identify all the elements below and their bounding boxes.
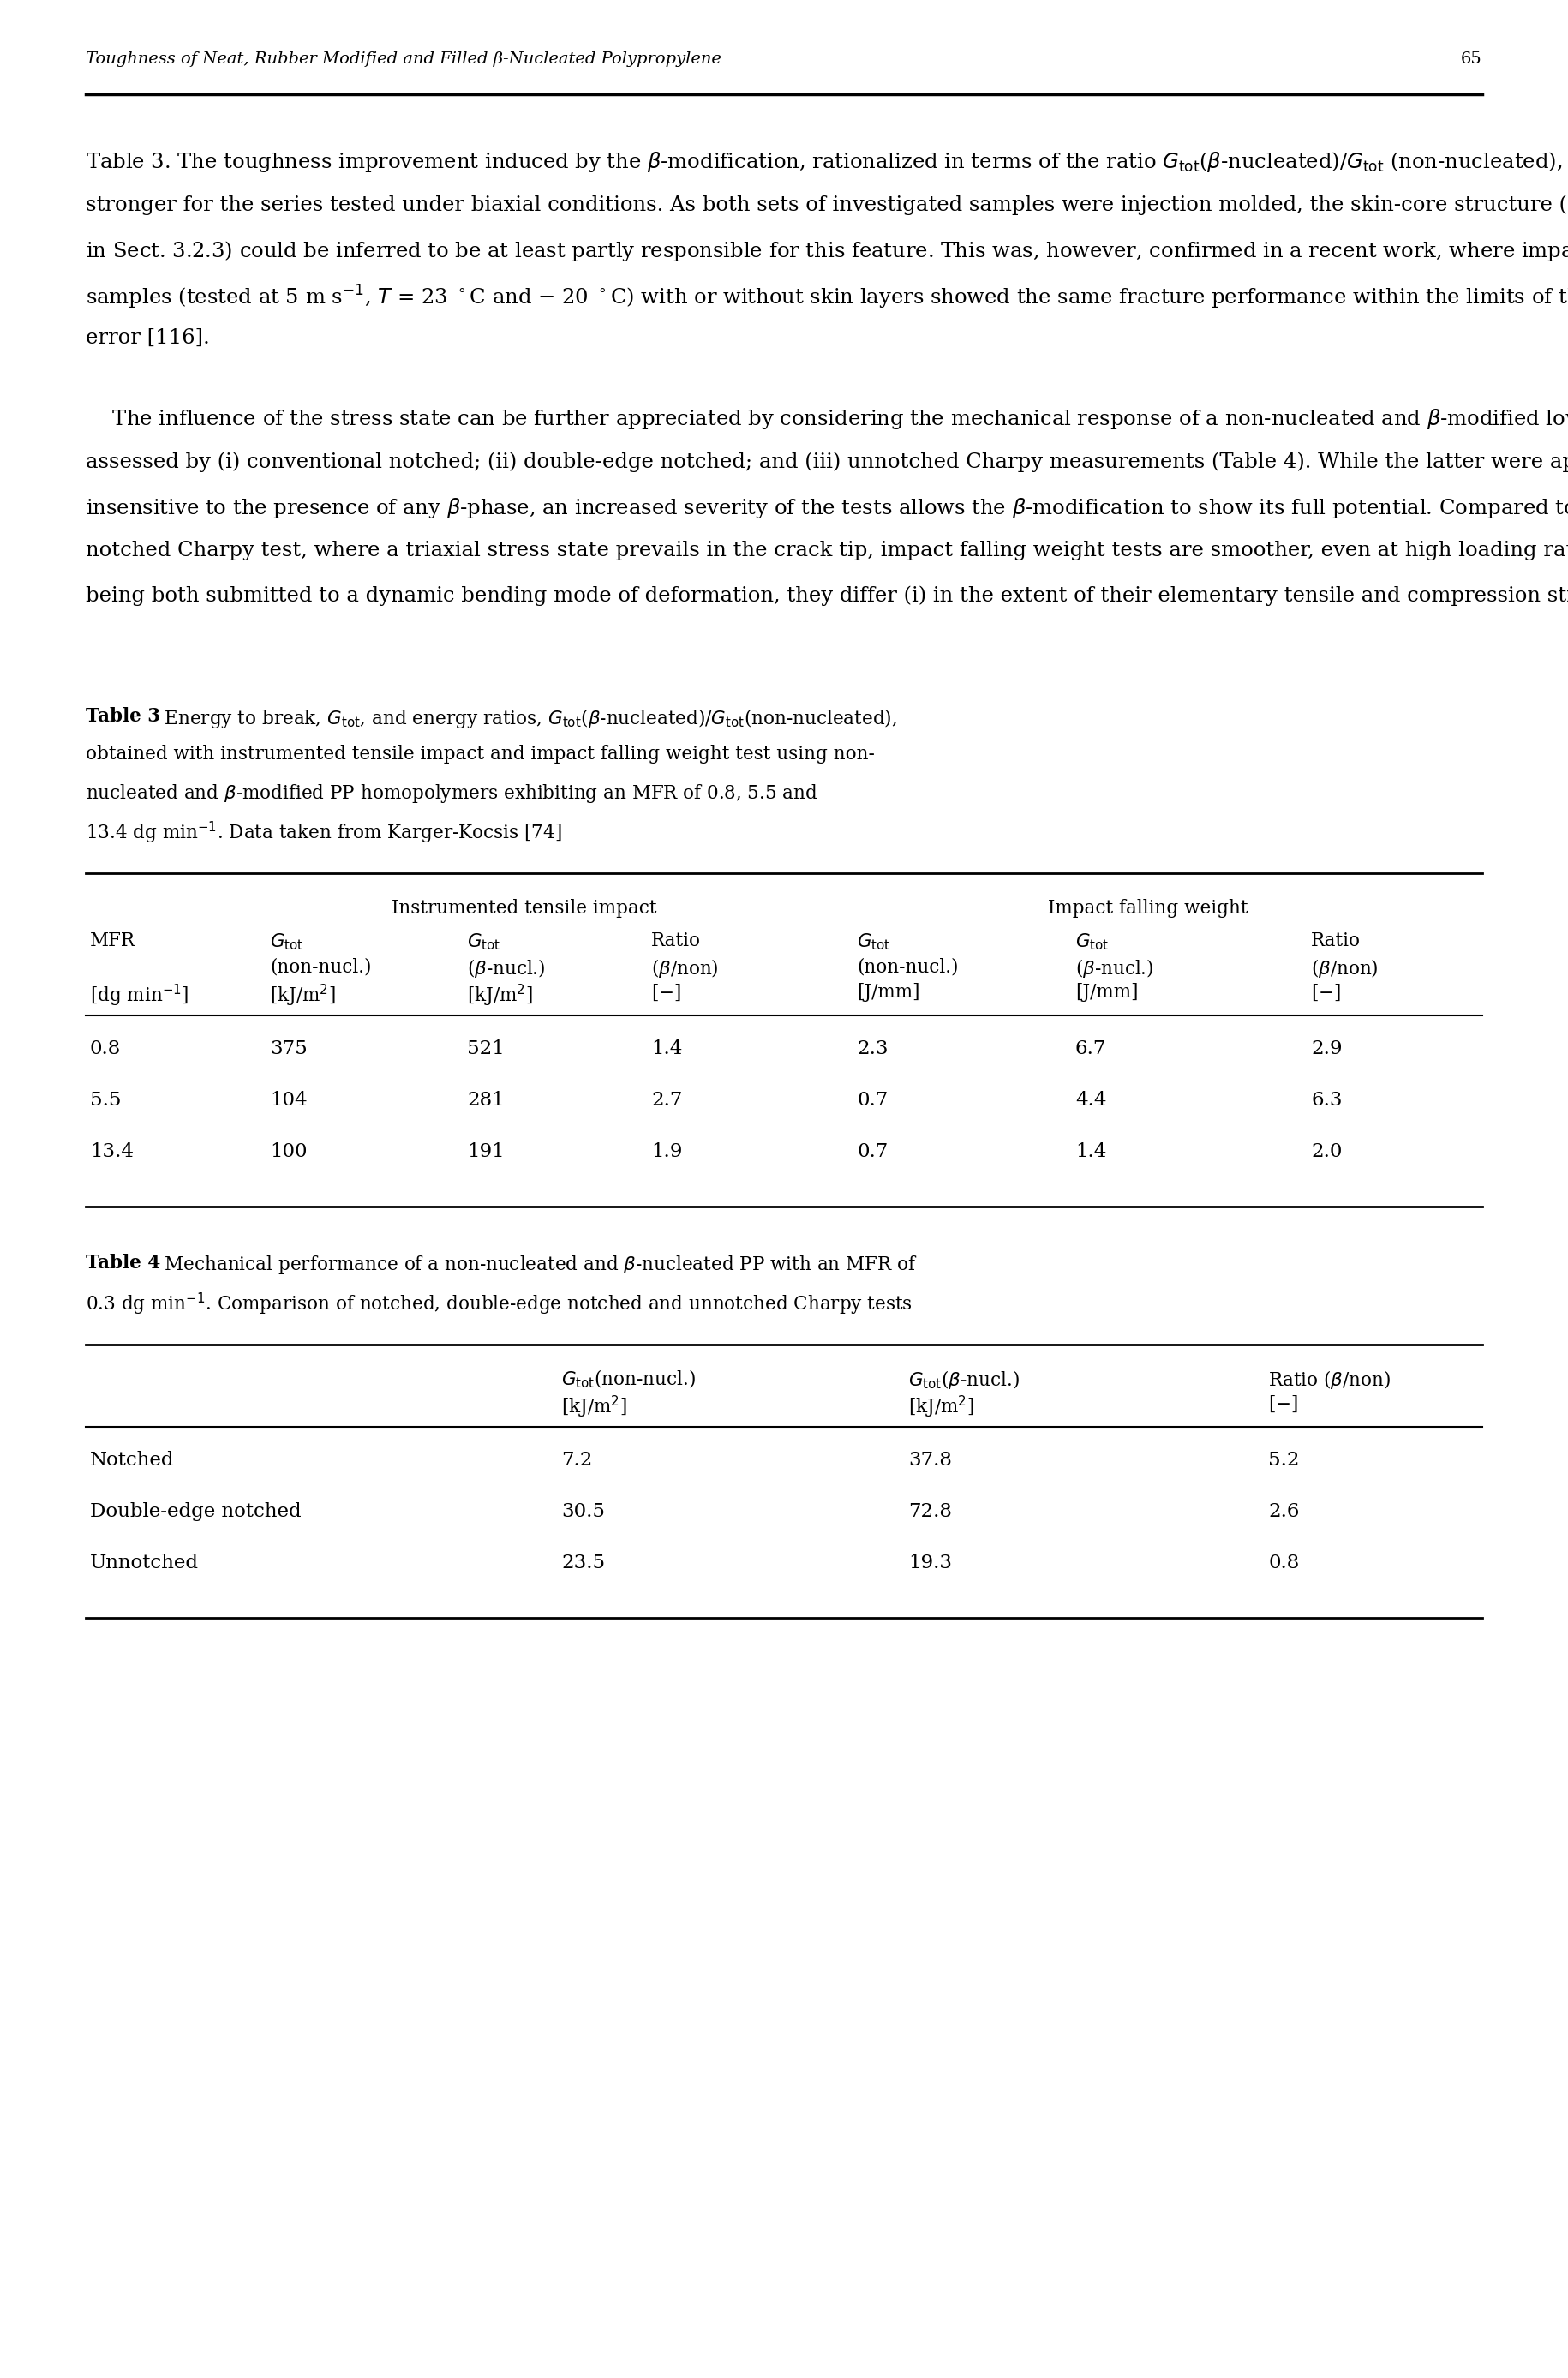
Text: [kJ/m$^{2}$]: [kJ/m$^{2}$]: [561, 1394, 627, 1420]
Text: 0.3 dg min$^{-1}$. Comparison of notched, double-edge notched and unnotched Char: 0.3 dg min$^{-1}$. Comparison of notched…: [86, 1291, 913, 1317]
Text: [J/mm]: [J/mm]: [1076, 982, 1138, 1001]
Text: ($\beta$/non): ($\beta$/non): [1311, 958, 1378, 980]
Text: The influence of the stress state can be further appreciated by considering the : The influence of the stress state can be…: [86, 407, 1568, 430]
Text: 2.7: 2.7: [651, 1092, 682, 1111]
Text: 13.4: 13.4: [89, 1141, 133, 1160]
Text: nucleated and $\beta$-modified PP homopolymers exhibiting an MFR of 0.8, 5.5 and: nucleated and $\beta$-modified PP homopo…: [86, 782, 818, 804]
Text: Ratio: Ratio: [651, 932, 701, 951]
Text: 72.8: 72.8: [908, 1503, 952, 1522]
Text: 6.7: 6.7: [1076, 1039, 1107, 1058]
Text: Toughness of Neat, Rubber Modified and Filled β-Nucleated Polypropylene: Toughness of Neat, Rubber Modified and F…: [86, 52, 721, 67]
Text: Table 3: Table 3: [86, 706, 160, 725]
Text: (non-nucl.): (non-nucl.): [270, 958, 372, 975]
Text: 2.9: 2.9: [1311, 1039, 1342, 1058]
Text: error [116].: error [116].: [86, 328, 210, 347]
Text: notched Charpy test, where a triaxial stress state prevails in the crack tip, im: notched Charpy test, where a triaxial st…: [86, 540, 1568, 561]
Text: [kJ/m$^{2}$]: [kJ/m$^{2}$]: [270, 982, 336, 1008]
Text: [$-$]: [$-$]: [1269, 1394, 1298, 1415]
Text: 1.4: 1.4: [1076, 1141, 1107, 1160]
Text: stronger for the series tested under biaxial conditions. As both sets of investi: stronger for the series tested under bia…: [86, 195, 1568, 214]
Text: 19.3: 19.3: [908, 1553, 952, 1572]
Text: 281: 281: [467, 1092, 505, 1111]
Text: 375: 375: [270, 1039, 307, 1058]
Text: 191: 191: [467, 1141, 505, 1160]
Text: (non-nucl.): (non-nucl.): [856, 958, 958, 975]
Text: $G_{\rm tot}$: $G_{\rm tot}$: [270, 932, 304, 951]
Text: 1.4: 1.4: [651, 1039, 682, 1058]
Text: $G_{\rm tot}$: $G_{\rm tot}$: [467, 932, 500, 951]
Text: Unnotched: Unnotched: [89, 1553, 199, 1572]
Text: 7.2: 7.2: [561, 1451, 593, 1470]
Text: Ratio ($\beta$/non): Ratio ($\beta$/non): [1269, 1367, 1391, 1391]
Text: [kJ/m$^{2}$]: [kJ/m$^{2}$]: [467, 982, 533, 1008]
Text: 13.4 dg min$^{-1}$. Data taken from Karger-Kocsis [74]: 13.4 dg min$^{-1}$. Data taken from Karg…: [86, 820, 561, 847]
Text: 2.0: 2.0: [1311, 1141, 1342, 1160]
Text: 1.9: 1.9: [651, 1141, 682, 1160]
Text: 23.5: 23.5: [561, 1553, 605, 1572]
Text: Table 3. The toughness improvement induced by the $\beta$-modification, rational: Table 3. The toughness improvement induc…: [86, 150, 1568, 174]
Text: 104: 104: [270, 1092, 307, 1111]
Text: $G_{\rm tot}$: $G_{\rm tot}$: [1076, 932, 1109, 951]
Text: Table 4: Table 4: [86, 1253, 160, 1272]
Text: $G_{\rm tot}$($\beta$-nucl.): $G_{\rm tot}$($\beta$-nucl.): [908, 1367, 1019, 1391]
Text: Double-edge notched: Double-edge notched: [89, 1503, 301, 1522]
Text: 4.4: 4.4: [1076, 1092, 1107, 1111]
Text: [$-$]: [$-$]: [1311, 982, 1341, 1004]
Text: [J/mm]: [J/mm]: [856, 982, 920, 1001]
Text: 5.2: 5.2: [1269, 1451, 1300, 1470]
Text: 521: 521: [467, 1039, 505, 1058]
Text: Impact falling weight: Impact falling weight: [1047, 899, 1248, 918]
Text: Energy to break, $G_{\rm tot}$, and energy ratios, $G_{\rm tot}$($\beta$-nucleat: Energy to break, $G_{\rm tot}$, and ener…: [152, 706, 897, 730]
Text: [$-$]: [$-$]: [651, 982, 681, 1004]
Text: Mechanical performance of a non-nucleated and $\beta$-nucleated PP with an MFR o: Mechanical performance of a non-nucleate…: [152, 1253, 917, 1277]
Text: 2.3: 2.3: [856, 1039, 887, 1058]
Text: ($\beta$-nucl.): ($\beta$-nucl.): [467, 958, 546, 980]
Text: $G_{\rm tot}$(non-nucl.): $G_{\rm tot}$(non-nucl.): [561, 1367, 696, 1391]
Text: samples (tested at 5 m s$^{-1}$, $T$ = 23 $^\circ$C and $-$ 20 $^\circ$C) with o: samples (tested at 5 m s$^{-1}$, $T$ = 2…: [86, 283, 1568, 312]
Text: 5.5: 5.5: [89, 1092, 121, 1111]
Text: 0.7: 0.7: [856, 1092, 887, 1111]
Text: 30.5: 30.5: [561, 1503, 605, 1522]
Text: Instrumented tensile impact: Instrumented tensile impact: [392, 899, 657, 918]
Text: 100: 100: [270, 1141, 307, 1160]
Text: $G_{\rm tot}$: $G_{\rm tot}$: [856, 932, 891, 951]
Text: MFR: MFR: [89, 932, 135, 951]
Text: 0.8: 0.8: [89, 1039, 121, 1058]
Text: Notched: Notched: [89, 1451, 174, 1470]
Text: 0.7: 0.7: [856, 1141, 887, 1160]
Text: Ratio: Ratio: [1311, 932, 1361, 951]
Text: ($\beta$-nucl.): ($\beta$-nucl.): [1076, 958, 1154, 980]
Text: ($\beta$/non): ($\beta$/non): [651, 958, 718, 980]
Text: being both submitted to a dynamic bending mode of deformation, they differ (i) i: being both submitted to a dynamic bendin…: [86, 585, 1568, 606]
Text: [dg min$^{-1}$]: [dg min$^{-1}$]: [89, 982, 188, 1008]
Text: 0.8: 0.8: [1269, 1553, 1300, 1572]
Text: insensitive to the presence of any $\beta$-phase, an increased severity of the t: insensitive to the presence of any $\bet…: [86, 497, 1568, 521]
Text: 6.3: 6.3: [1311, 1092, 1342, 1111]
Text: 2.6: 2.6: [1269, 1503, 1300, 1522]
Text: obtained with instrumented tensile impact and impact falling weight test using n: obtained with instrumented tensile impac…: [86, 744, 875, 763]
Text: 37.8: 37.8: [908, 1451, 952, 1470]
Text: [kJ/m$^{2}$]: [kJ/m$^{2}$]: [908, 1394, 974, 1420]
Text: assessed by (i) conventional notched; (ii) double-edge notched; and (iii) unnotc: assessed by (i) conventional notched; (i…: [86, 452, 1568, 471]
Text: in Sect. 3.2.3) could be inferred to be at least partly responsible for this fea: in Sect. 3.2.3) could be inferred to be …: [86, 240, 1568, 264]
Text: 65: 65: [1461, 52, 1482, 67]
